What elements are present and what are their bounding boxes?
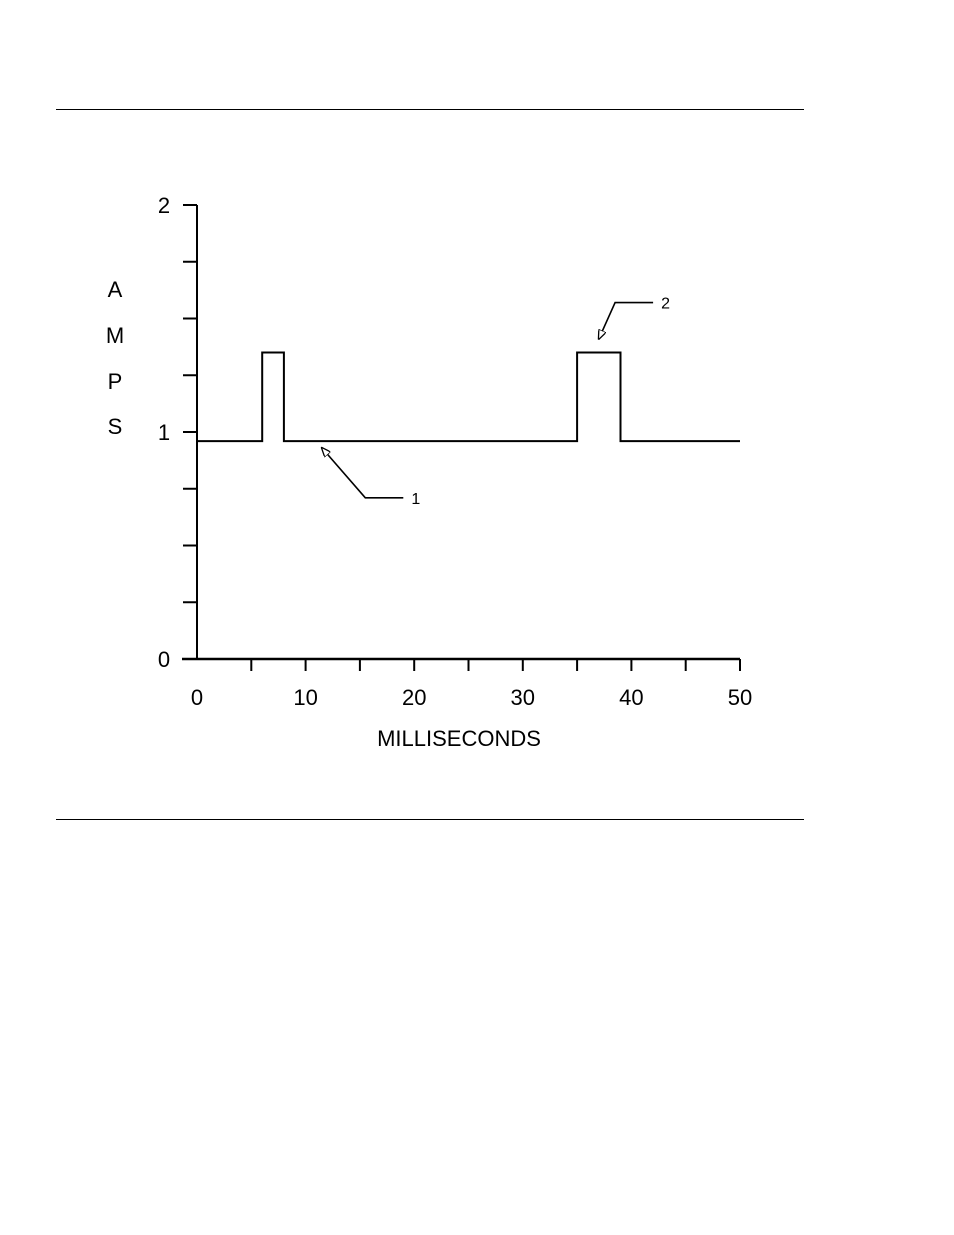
x-tick-label: 40 <box>619 685 643 710</box>
y-tick-label: 0 <box>158 647 170 672</box>
callout-label: 2 <box>661 296 670 313</box>
y-axis-label-letter-s: S <box>108 414 123 439</box>
y-ticks <box>183 204 197 604</box>
y-tick-label: 1 <box>158 420 170 445</box>
x-tick-label: 0 <box>191 685 203 710</box>
annotations: 12 <box>322 296 670 508</box>
callout-arrow <box>599 301 654 339</box>
x-tick-label: 20 <box>402 685 426 710</box>
axes <box>182 205 740 661</box>
y-tick-label: 2 <box>158 193 170 218</box>
series-group <box>197 351 740 443</box>
x-ticks <box>250 659 741 671</box>
x-tick-labels: 0 10 20 30 40 50 <box>191 685 752 710</box>
y-tick-labels: 0 1 2 <box>158 193 170 672</box>
y-axis-label-letter-p: P <box>108 369 123 394</box>
series-line <box>197 351 740 443</box>
callout-arrow <box>322 448 404 499</box>
callout-label: 1 <box>411 491 420 508</box>
x-tick-label: 10 <box>293 685 317 710</box>
bottom-rule <box>56 819 804 820</box>
top-rule <box>56 109 804 110</box>
x-tick-label: 50 <box>728 685 752 710</box>
y-axis-label-letter-m: M <box>106 323 124 348</box>
x-axis-label: MILLISECONDS <box>377 726 541 751</box>
y-axis-label-letter-a: A <box>108 277 123 302</box>
x-tick-label: 30 <box>511 685 535 710</box>
